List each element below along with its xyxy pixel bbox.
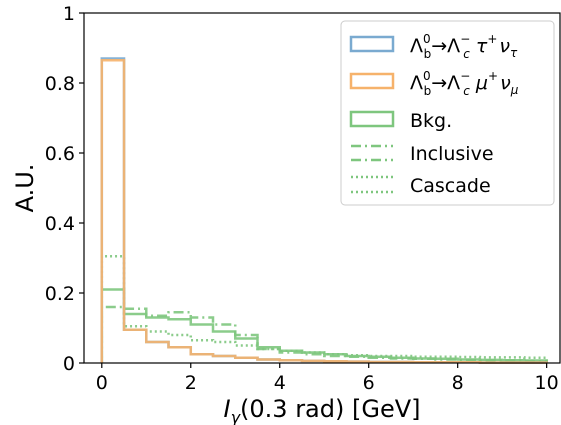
- x-tick-label: 2: [185, 372, 197, 394]
- y-tick-label: 0.4: [45, 213, 75, 235]
- x-tick-label: 8: [452, 372, 464, 394]
- legend-label-cascade: Cascade: [410, 175, 491, 197]
- y-tick-label: 0.2: [45, 283, 75, 305]
- y-tick-label: 1: [63, 3, 75, 25]
- y-tick-label: 0: [63, 353, 75, 375]
- plot-frame: [83, 12, 561, 364]
- legend-swatch-lb-tau: [349, 35, 395, 53]
- legend-frame: [340, 20, 555, 206]
- x-axis-title: Iγ(0.3 rad) [GeV]: [223, 395, 420, 425]
- y-axis-title: A.U.: [11, 164, 39, 213]
- x-tick-label: 6: [363, 372, 375, 394]
- legend-label-bkg: Bkg.: [410, 110, 452, 132]
- x-tick-label: 4: [274, 372, 286, 394]
- series-line-bc: [100, 59, 548, 364]
- x-tick-label: 10: [535, 372, 559, 394]
- legend-label-lb-mu: Λ0 b→Λ− c μ+ νμ: [410, 69, 519, 98]
- legend: Λ0 b→Λ− c τ+ ντ Λ0 b→Λ− c μ+ νμ Bkg. Inclusive…: [340, 20, 555, 206]
- y-tick-label: 0.8: [45, 73, 75, 95]
- legend-label-inclusive: Inclusive: [410, 143, 494, 165]
- y-tick-label: 0.6: [45, 143, 75, 165]
- axis-ticks: 0 2 4 6 8 10 0 0.2 0.4 0.6 0.8 1: [45, 3, 559, 394]
- legend-swatch-lb-mu: [349, 72, 395, 90]
- legend-swatch-bkg: [349, 110, 395, 128]
- series-line-inclusive: [100, 305, 548, 363]
- plot-lines: [100, 57, 548, 364]
- x-tick-label: 0: [96, 372, 108, 394]
- legend-label-lb-tau: Λ0 b→Λ− c τ+ ντ: [410, 32, 518, 61]
